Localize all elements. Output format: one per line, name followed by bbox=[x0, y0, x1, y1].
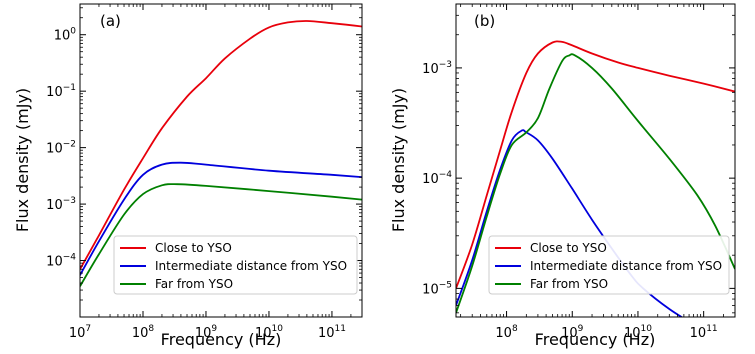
panel-a-x-tick-label: 109 bbox=[195, 324, 218, 341]
panel-b-x-tick-label: 108 bbox=[495, 324, 518, 341]
panel-a-legend: Close to YSO Intermediate distance from … bbox=[113, 235, 358, 295]
panel-b-legend-label-intermediate: Intermediate distance from YSO bbox=[530, 259, 722, 273]
panel-b-legend-box bbox=[488, 235, 730, 295]
panel-b-x-tick-label: 1010 bbox=[624, 324, 652, 341]
panel-a-legend-label-intermediate: Intermediate distance from YSO bbox=[155, 259, 347, 273]
panel-b-xlabel: Frequency (Hz) bbox=[535, 330, 656, 349]
panel-a-legend-label-close: Close to YSO bbox=[155, 241, 232, 255]
panel-a-series-far bbox=[80, 183, 362, 287]
panel-a-y-tick-label: 10−1 bbox=[46, 83, 76, 100]
panel-a-series-close bbox=[80, 20, 362, 270]
panel-a-y-tick-label: 10−3 bbox=[46, 196, 76, 213]
panel-b-y-tick-label: 10−3 bbox=[422, 60, 452, 77]
panel-a-series bbox=[80, 20, 362, 287]
panel-b-legend-label-close: Close to YSO bbox=[530, 241, 607, 255]
panel-a-ticks: 107 108 109 1010 1011 10−4 10−3 10−2 10−1 100 bbox=[46, 4, 363, 341]
panel-b-ticks: 108 109 1010 1011 10−5 10−4 10−3 bbox=[422, 4, 736, 341]
panel-a-y-tick-label: 10−4 bbox=[46, 253, 76, 270]
panel-b-chart: 108 109 1010 1011 10−5 10−4 10−3 (b) Frequency… bbox=[389, 3, 736, 349]
panel-a-xlabel: Frequency (Hz) bbox=[161, 330, 282, 349]
panel-a-y-tick-label: 10−2 bbox=[46, 140, 76, 157]
panel-b-y-tick-label: 10−5 bbox=[422, 280, 452, 297]
panel-b-legend: Close to YSO Intermediate distance from … bbox=[488, 235, 730, 295]
panel-b-ylabel: Flux density (mJy) bbox=[389, 88, 408, 232]
panel-a-legend-label-far: Far from YSO bbox=[155, 277, 233, 291]
panel-a-x-tick-label: 108 bbox=[132, 324, 155, 341]
panel-a-series-intermediate bbox=[80, 161, 362, 276]
panel-b-x-tick-label: 1011 bbox=[690, 324, 718, 341]
panel-a-tag: (a) bbox=[100, 12, 121, 30]
panel-a-x-tick-label: 107 bbox=[69, 324, 91, 341]
panel-b-series-close bbox=[456, 40, 735, 289]
panel-a-legend-box bbox=[113, 235, 358, 295]
panel-a-x-tick-label: 1010 bbox=[255, 324, 283, 341]
panel-b-y-tick-label: 10−4 bbox=[422, 170, 452, 187]
panel-a-chart: 107 108 109 1010 1011 10−4 10−3 10−2 10−1 100 (a)… bbox=[13, 3, 363, 349]
panel-b-x-tick-label: 109 bbox=[561, 324, 584, 341]
panel-b-legend-label-far: Far from YSO bbox=[530, 277, 608, 291]
panel-b-frame bbox=[455, 3, 736, 318]
panel-a-x-tick-label: 1011 bbox=[318, 324, 346, 341]
panel-a-y-tick-label: 100 bbox=[54, 27, 77, 44]
panel-a-ylabel: Flux density (mJy) bbox=[13, 88, 32, 232]
panel-b-series-far bbox=[456, 53, 735, 314]
panel-b-tag: (b) bbox=[474, 12, 495, 30]
